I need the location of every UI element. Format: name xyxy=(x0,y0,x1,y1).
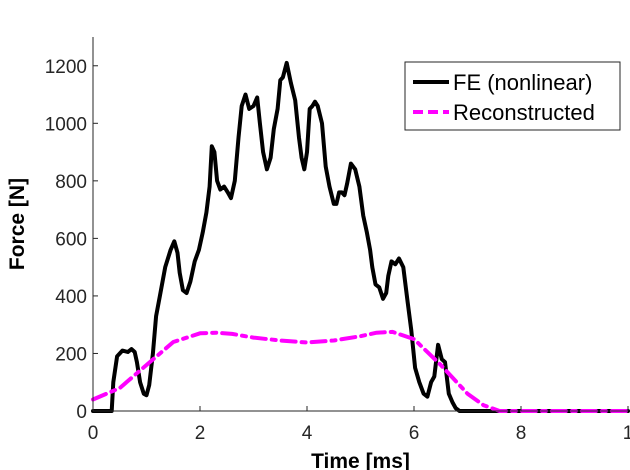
y-tick-label: 1000 xyxy=(45,114,87,135)
y-axis-title: Force [N] xyxy=(6,178,29,270)
y-tick-label: 800 xyxy=(55,172,87,193)
y-tick-label: 0 xyxy=(76,402,87,423)
y-tick-label: 600 xyxy=(55,229,87,250)
legend-box xyxy=(404,61,621,131)
y-tick-label: 400 xyxy=(55,287,87,308)
y-tick-label: 200 xyxy=(55,344,87,365)
x-tick-label: 1 xyxy=(623,423,630,444)
legend-label-reconstructed: Reconstructed xyxy=(453,100,595,125)
legend-label-fe: FE (nonlinear) xyxy=(453,70,592,95)
axes-layer xyxy=(92,37,628,412)
y-tick-label: 1200 xyxy=(45,57,87,78)
fe-nonlinear-line xyxy=(91,60,630,413)
legend: FE (nonlinear) Reconstructed xyxy=(404,61,621,131)
x-tick-label: 2 xyxy=(195,423,206,444)
x-tick-label: 0 xyxy=(88,423,99,444)
x-tick-label: 4 xyxy=(302,423,313,444)
x-tick-label: 6 xyxy=(409,423,420,444)
x-tick-label: 8 xyxy=(516,423,527,444)
x-axis-title: Time [ms] xyxy=(311,450,410,470)
